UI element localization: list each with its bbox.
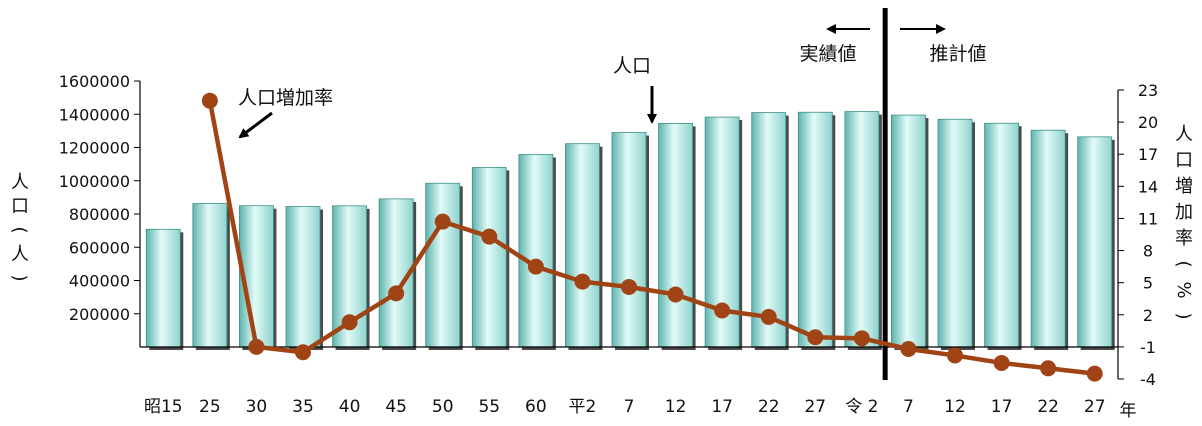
- left-axis-tick-label: 600000: [69, 238, 130, 257]
- x-axis-tick-label: 30: [246, 397, 268, 417]
- x-axis-tick-label: 22: [758, 397, 780, 417]
- right-axis-tick-label: 8: [1143, 242, 1153, 261]
- x-axis-tick-label: 7: [624, 397, 635, 417]
- population-bar: [751, 112, 787, 348]
- growth-rate-point: [667, 286, 684, 303]
- right-axis-tick-label: 23: [1138, 81, 1158, 100]
- growth-rate-point: [248, 338, 265, 355]
- left-axis-tick-label: 1000000: [59, 172, 130, 191]
- population-bar: [471, 167, 507, 348]
- growth-rate-annotation-arrow: [238, 111, 273, 139]
- left-axis-tick-label: 400000: [69, 272, 130, 291]
- left-axis-tick-label: 1600000: [59, 72, 130, 91]
- growth-rate-point: [621, 278, 637, 295]
- left-axis-label-char: ): [9, 274, 30, 281]
- right-axis-label-char: (: [1173, 260, 1194, 267]
- growth-rate-point: [527, 258, 544, 275]
- population-bar: [611, 132, 647, 348]
- growth-rate-point: [201, 92, 218, 109]
- growth-rate-point: [947, 347, 963, 364]
- x-axis-unit-label: 年: [1120, 401, 1137, 421]
- population-bar: [1030, 129, 1066, 348]
- x-axis-tick-label: 17: [991, 397, 1013, 417]
- x-axis-tick-label: 60: [525, 397, 547, 417]
- x-axis-tick-label: 22: [1037, 397, 1059, 417]
- population-bar: [145, 228, 181, 348]
- right-axis-tick-label: -4: [1140, 370, 1156, 389]
- right-axis-label-char: 増: [1175, 176, 1193, 197]
- x-axis-tick-label: 40: [339, 397, 361, 417]
- x-axis-tick-label: 55: [478, 397, 500, 417]
- right-axis-tick-label: 5: [1143, 274, 1153, 293]
- x-axis-tick-label: 27: [1084, 397, 1106, 417]
- x-axis-tick-label: 12: [944, 397, 966, 417]
- right-axis-label-char: 人: [1175, 124, 1193, 145]
- growth-rate-point: [295, 344, 311, 361]
- growth-rate-point: [1040, 360, 1057, 377]
- x-axis-tick-label: 17: [711, 397, 733, 417]
- growth-rate-point: [760, 308, 777, 325]
- x-axis-tick-label: 50: [432, 397, 454, 417]
- left-axis-tick-label: 1200000: [59, 139, 130, 158]
- population-bar: [425, 182, 461, 348]
- growth-rate-point: [993, 354, 1010, 371]
- growth-rate-point: [900, 341, 917, 358]
- right-axis-label-char: %: [1173, 281, 1194, 298]
- right-axis-label-char: 加: [1175, 202, 1193, 223]
- x-axis-tick-label: 平2: [569, 397, 597, 417]
- population-bar: [984, 122, 1019, 348]
- population-bar: [565, 143, 600, 348]
- population-bar: [937, 118, 973, 348]
- population-bar: [192, 203, 228, 348]
- growth-rate-point: [341, 314, 358, 331]
- x-axis-tick-label: 令 2: [845, 397, 878, 417]
- growth-rate-point: [853, 330, 870, 347]
- actual-values-label: 実績値: [799, 43, 856, 65]
- growth-rate-point: [434, 213, 451, 230]
- left-axis-label-char: 人: [11, 172, 29, 193]
- x-axis-tick-label: 昭15: [144, 397, 183, 417]
- right-axis-label-char: ): [1173, 312, 1194, 319]
- population-bar: [891, 114, 926, 348]
- left-axis-tick-label: 200000: [69, 305, 130, 324]
- left-axis-tick-label: 1400000: [59, 105, 130, 124]
- right-axis-tick-label: 2: [1143, 306, 1153, 325]
- population-bar: [797, 111, 833, 348]
- growth-rate-point: [481, 228, 498, 245]
- x-axis-tick-label: 25: [199, 397, 221, 417]
- left-axis-label-char: 口: [11, 196, 29, 217]
- left-axis-tick-label: 800000: [69, 205, 130, 224]
- x-axis-tick-label: 35: [292, 397, 314, 417]
- population-bar: [518, 154, 554, 348]
- x-axis-tick-label: 7: [903, 397, 914, 417]
- growth-rate-point: [388, 285, 405, 302]
- right-axis-tick-label: 20: [1138, 113, 1158, 132]
- population-bar: [844, 111, 880, 348]
- population-bar: [1077, 136, 1113, 348]
- right-axis-tick-label: 11: [1138, 209, 1158, 228]
- population-annotation: 人口: [613, 55, 651, 77]
- right-axis-tick-label: -1: [1140, 338, 1156, 357]
- right-axis-tick-label: 14: [1138, 177, 1158, 196]
- right-axis-label-char: 率: [1175, 228, 1193, 249]
- growth-rate-point: [574, 273, 591, 290]
- x-axis-tick-label: 45: [385, 397, 407, 417]
- population-bar: [658, 122, 693, 348]
- right-axis-tick-label: 17: [1138, 145, 1158, 164]
- population-bar: [285, 206, 321, 348]
- left-axis-label-char: 人: [11, 244, 29, 265]
- estimate-values-label: 推計値: [929, 43, 986, 65]
- x-axis-tick-label: 12: [665, 397, 687, 417]
- growth-rate-point: [714, 302, 731, 319]
- growth-rate-annotation: 人口増加率: [238, 87, 333, 109]
- right-axis-label-char: 口: [1175, 150, 1193, 171]
- x-axis-tick-label: 27: [804, 397, 826, 417]
- growth-rate-point: [1086, 365, 1103, 382]
- left-axis-label-char: (: [9, 226, 30, 233]
- growth-rate-point: [807, 329, 824, 346]
